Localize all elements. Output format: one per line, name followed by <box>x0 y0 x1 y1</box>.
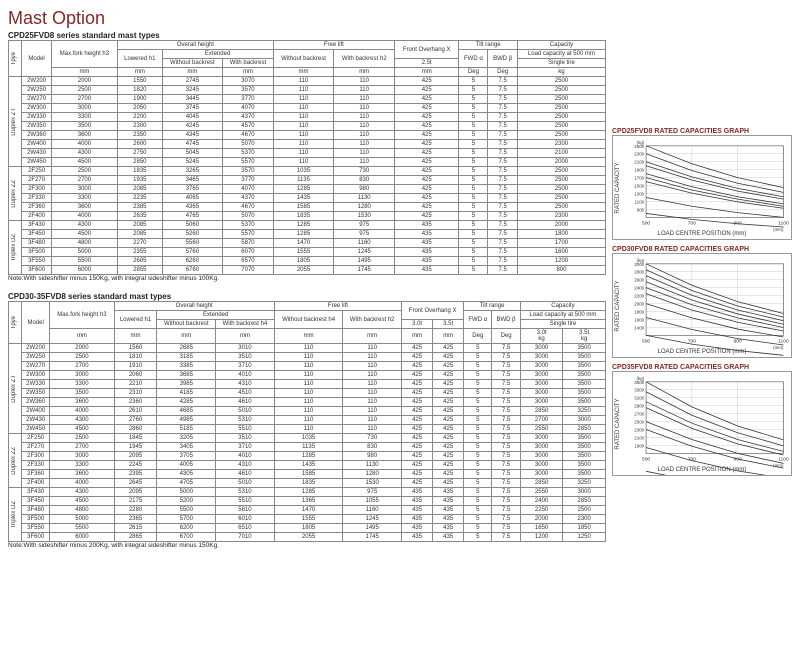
table-row: 2W250250018103185351011011042542557.5300… <box>9 353 606 362</box>
table-row: 2W270270019103385371011011042542557.5300… <box>9 362 606 371</box>
svg-text:900: 900 <box>637 207 645 212</box>
table-row: 2F3003000208537654070128598042557.52500 <box>9 185 606 194</box>
chart-cpd35: CPD35FVD8 RATED CAPACITIES GRAPH 5007009… <box>612 364 792 476</box>
table-row: 3F48048002280550058101470116043543557.52… <box>9 506 606 515</box>
svg-text:2600: 2600 <box>634 278 644 283</box>
svg-text:3300: 3300 <box>634 388 644 393</box>
table-row: 2F3003000209537054010128598042542557.530… <box>9 452 606 461</box>
svg-text:700: 700 <box>688 220 696 226</box>
table-row: 2W270270019003445377011011042557.52500 <box>9 95 606 104</box>
svg-text:2900: 2900 <box>634 404 644 409</box>
table-row: 2W300300020503745407011011042557.52500 <box>9 104 606 113</box>
table-row: 3F55055002615620065101805149543543557.51… <box>9 524 606 533</box>
table1-subtitle: CPD25FVD8 series standard mast types <box>8 31 606 40</box>
table-row: 2W450450028505245557011011042557.52000 <box>9 158 606 167</box>
table-row: Duplex ZZ2F25025001835326535701035730425… <box>9 167 606 176</box>
svg-text:(kg): (kg) <box>637 376 645 381</box>
svg-text:1100: 1100 <box>635 199 645 204</box>
table-row: 2F40040002635476550701835153042557.52300 <box>9 212 606 221</box>
table-row: Duplex ZT2W20020001550274530701101104255… <box>9 77 606 86</box>
table-row: 2W360360023604285461011011042542557.5300… <box>9 398 606 407</box>
svg-text:(kg): (kg) <box>637 140 645 145</box>
table2-subtitle: CPD30-35FVD8 series standard mast types <box>8 292 606 301</box>
svg-text:1600: 1600 <box>634 317 644 322</box>
svg-text:1900: 1900 <box>634 443 644 448</box>
svg-text:2300: 2300 <box>634 152 644 157</box>
table2: TpyeModelMax.fork height h3 Overall heig… <box>8 301 606 542</box>
svg-text:500: 500 <box>642 456 650 462</box>
svg-text:2800: 2800 <box>634 270 644 275</box>
svg-text:2200: 2200 <box>634 294 644 299</box>
svg-text:2000: 2000 <box>634 302 644 307</box>
table-row: 2W330330022004045437011011042557.52500 <box>9 113 606 122</box>
table-row: Duplex ZT2W20020001560268530101101104254… <box>9 344 606 353</box>
table-row: 2W350350023104185451011011042542557.5300… <box>9 389 606 398</box>
chart-title: CPD25FVD8 RATED CAPACITIES GRAPH <box>612 128 792 135</box>
svg-text:(mm): (mm) <box>773 345 784 350</box>
table-row: 2W250250018203245357011011042557.52500 <box>9 86 606 95</box>
table-row: 2W330330022103985431011011042542557.5300… <box>9 380 606 389</box>
table-row: 2F40040002645470550101835153042542557.52… <box>9 479 606 488</box>
chart-title: CPD35FVD8 RATED CAPACITIES GRAPH <box>612 364 792 371</box>
table-row: 3F50050002365570060101555124543543557.52… <box>9 515 606 524</box>
table-row: Triplex DZ3F4304300209550005310128597543… <box>9 488 606 497</box>
svg-text:2700: 2700 <box>634 412 644 417</box>
table-row: 2F33033002235406543701435113042557.52500 <box>9 194 606 203</box>
table-row: 2W300300020603685401011011042542557.5300… <box>9 371 606 380</box>
table-row: 2W430430027604985531011011042542557.5270… <box>9 416 606 425</box>
svg-text:(mm): (mm) <box>773 227 784 232</box>
table-row: 2W350350023004245457011011042557.52500 <box>9 122 606 131</box>
chart-cpd30: CPD30FVD8 RATED CAPACITIES GRAPH 5007009… <box>612 246 792 358</box>
svg-text:2500: 2500 <box>634 420 644 425</box>
table-row: Duplex ZZ2F25025001845320535101035730425… <box>9 434 606 443</box>
table2-note: Note:With sideshifter minus 200Kg, with … <box>8 542 606 549</box>
table-row: 2F33033002245400543101435113042542557.53… <box>9 461 606 470</box>
table1-note: Note:With sideshifter minus 150Kg, with … <box>8 275 606 282</box>
svg-text:2300: 2300 <box>634 428 644 433</box>
svg-text:500: 500 <box>642 338 650 344</box>
table-row: 2F2702700194534053710113583042542557.530… <box>9 443 606 452</box>
svg-text:2100: 2100 <box>634 435 644 440</box>
svg-text:1100: 1100 <box>778 220 789 226</box>
table-row: 2F2702700193534653770113583042557.52500 <box>9 176 606 185</box>
page-title: Mast Option <box>8 8 606 29</box>
table-row: 2W400400026104685501011011042542557.5285… <box>9 407 606 416</box>
svg-text:1700: 1700 <box>634 176 644 181</box>
table-row: 2W430430027505045537011011042557.52100 <box>9 149 606 158</box>
table-row: 3F4504500208552605570128597543557.51800 <box>9 230 606 239</box>
table1: TpyeModelMax.fork height h3 Overall heig… <box>8 40 606 275</box>
table-row: 3F50050002355576060701555124543557.51600 <box>9 248 606 257</box>
chart-title: CPD30FVD8 RATED CAPACITIES GRAPH <box>612 246 792 253</box>
svg-text:1800: 1800 <box>634 310 644 315</box>
table-row: 3F60060002865670070102055174543543557.51… <box>9 533 606 542</box>
table-row: 2W360360023504345467011011042557.52500 <box>9 131 606 140</box>
svg-text:2100: 2100 <box>634 160 644 165</box>
svg-text:2400: 2400 <box>634 286 644 291</box>
table-row: Triplex DZ3F4304300208550605370128597543… <box>9 221 606 230</box>
svg-text:1900: 1900 <box>634 168 644 173</box>
table-row: 3F60060002855676070702055174543557.5800 <box>9 266 606 275</box>
svg-text:3100: 3100 <box>634 396 644 401</box>
svg-text:1300: 1300 <box>634 192 644 197</box>
table-row: 3F55055002605626065701805149543557.51200 <box>9 257 606 266</box>
svg-text:1100: 1100 <box>778 338 789 344</box>
table-row: 3F45045002175520055101365105543543557.52… <box>9 497 606 506</box>
svg-text:500: 500 <box>642 220 650 226</box>
table-row: 3F48048002270556058701470116043557.51700 <box>9 239 606 248</box>
svg-text:(kg): (kg) <box>637 258 645 263</box>
table-row: 2W450450028605185551011011042542557.5255… <box>9 425 606 434</box>
svg-text:1500: 1500 <box>634 184 644 189</box>
svg-text:1100: 1100 <box>778 456 789 462</box>
table-row: 2F36036002395430546101585128042542557.53… <box>9 470 606 479</box>
svg-text:1400: 1400 <box>634 325 644 330</box>
table-row: 2W400400026004745507011011042557.52300 <box>9 140 606 149</box>
chart-cpd25: CPD25FVD8 RATED CAPACITIES GRAPH 500 700 9… <box>612 128 792 240</box>
table-row: 2F36036002385436546701585128042557.52500 <box>9 203 606 212</box>
